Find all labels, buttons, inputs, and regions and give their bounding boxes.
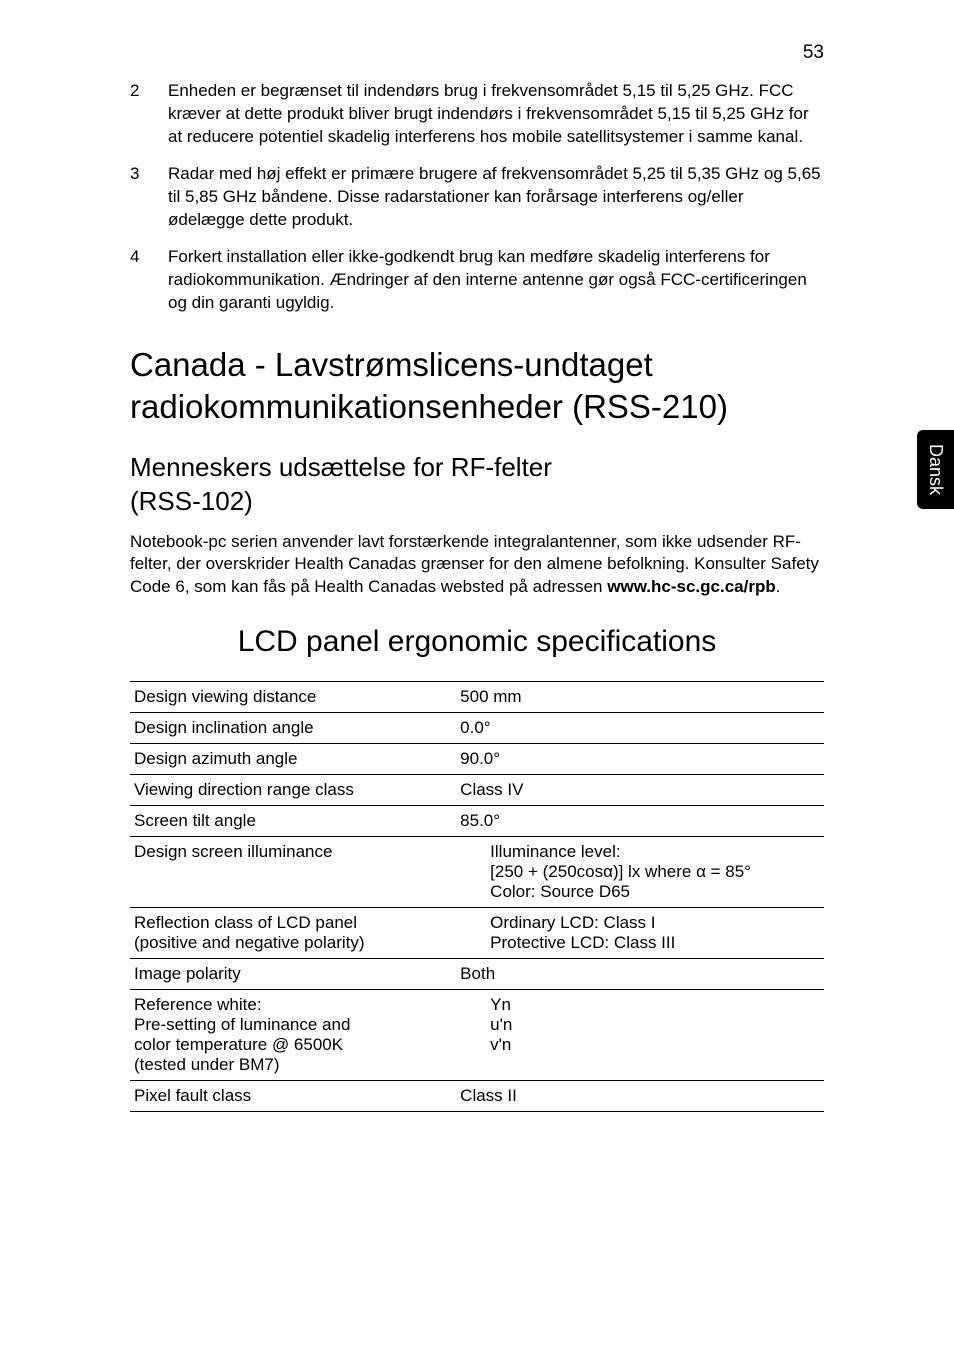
- table-row: Reference white: Pre-setting of luminanc…: [130, 990, 824, 1081]
- table-cell: Design inclination angle: [130, 713, 456, 744]
- table-cell: Illuminance level: [250 + (250cosα)] lx …: [456, 837, 824, 908]
- table-cell-line: Reference white:: [134, 995, 452, 1015]
- heading-2-line: (RSS-102): [130, 486, 253, 516]
- list-text: Enheden er begrænset til indendørs brug …: [168, 80, 824, 149]
- table-cell: Image polarity: [130, 959, 456, 990]
- table-row: Design azimuth angle 90.0°: [130, 744, 824, 775]
- table-cell: Viewing direction range class: [130, 775, 456, 806]
- table-cell: Class II: [456, 1081, 824, 1112]
- table-cell-line: u'n: [490, 1015, 820, 1035]
- table-row: Design screen illuminance Illuminance le…: [130, 837, 824, 908]
- table-row: Design inclination angle 0.0°: [130, 713, 824, 744]
- list-number: 3: [130, 163, 168, 232]
- table-cell-line: Protective LCD: Class III: [490, 933, 820, 953]
- table-cell: 85.0°: [456, 806, 824, 837]
- list-item: 3 Radar med høj effekt er primære bruger…: [130, 163, 824, 232]
- heading-1: Canada - Lavstrømslicens-undtaget radiok…: [130, 344, 824, 427]
- list-number: 4: [130, 246, 168, 315]
- paragraph-link-text: www.hc-sc.gc.ca/rpb: [607, 577, 775, 596]
- language-tab: Dansk: [917, 430, 954, 509]
- table-cell: Design azimuth angle: [130, 744, 456, 775]
- table-cell: Ordinary LCD: Class I Protective LCD: Cl…: [456, 908, 824, 959]
- table-cell: Reference white: Pre-setting of luminanc…: [130, 990, 456, 1081]
- table-cell: Reflection class of LCD panel (positive …: [130, 908, 456, 959]
- table-cell: 0.0°: [456, 713, 824, 744]
- table-cell-line: Illuminance level:: [490, 842, 820, 862]
- list-item: 2 Enheden er begrænset til indendørs bru…: [130, 80, 824, 149]
- list-text: Radar med høj effekt er primære brugere …: [168, 163, 824, 232]
- table-row: Screen tilt angle 85.0°: [130, 806, 824, 837]
- table-cell: Pixel fault class: [130, 1081, 456, 1112]
- list-item: 4 Forkert installation eller ikke-godken…: [130, 246, 824, 315]
- table-cell: Class IV: [456, 775, 824, 806]
- table-cell: Screen tilt angle: [130, 806, 456, 837]
- table-cell-line: color temperature @ 6500K: [134, 1035, 452, 1055]
- table-cell: Both: [456, 959, 824, 990]
- table-cell-line: Pre-setting of luminance and: [134, 1015, 452, 1035]
- table-cell-line: (tested under BM7): [134, 1055, 452, 1075]
- table-cell: Yn u'n v'n: [456, 990, 824, 1081]
- paragraph-text: .: [776, 577, 781, 596]
- table-cell-line: (positive and negative polarity): [134, 933, 452, 953]
- spec-table: Design viewing distance 500 mm Design in…: [130, 681, 824, 1112]
- heading-1-line: Canada - Lavstrømslicens-undtaget: [130, 346, 653, 383]
- table-cell-line: Ordinary LCD: Class I: [490, 913, 820, 933]
- table-cell-line: [250 + (250cosα)] lx where α = 85°: [490, 862, 820, 882]
- heading-3: LCD panel ergonomic specifications: [130, 625, 824, 659]
- page-number: 53: [803, 42, 824, 64]
- list-number: 2: [130, 80, 168, 149]
- list-text: Forkert installation eller ikke-godkendt…: [168, 246, 824, 315]
- table-cell-line: Color: Source D65: [490, 882, 820, 902]
- heading-2-line: Menneskers udsættelse for RF-felter: [130, 452, 552, 482]
- table-cell: Design viewing distance: [130, 682, 456, 713]
- heading-1-line: radiokommunikationsenheder (RSS-210): [130, 388, 728, 425]
- table-row: Design viewing distance 500 mm: [130, 682, 824, 713]
- table-cell-line: v'n: [490, 1035, 820, 1055]
- heading-2: Menneskers udsættelse for RF-felter (RSS…: [130, 451, 824, 519]
- numbered-list: 2 Enheden er begrænset til indendørs bru…: [130, 80, 824, 314]
- table-row: Viewing direction range class Class IV: [130, 775, 824, 806]
- body-paragraph: Notebook-pc serien anvender lavt forstær…: [130, 531, 824, 600]
- table-cell: Design screen illuminance: [130, 837, 456, 908]
- table-cell-line: Yn: [490, 995, 820, 1015]
- table-cell-line: Reflection class of LCD panel: [134, 913, 452, 933]
- table-cell: 500 mm: [456, 682, 824, 713]
- table-row: Image polarity Both: [130, 959, 824, 990]
- table-row: Reflection class of LCD panel (positive …: [130, 908, 824, 959]
- table-cell: 90.0°: [456, 744, 824, 775]
- table-row: Pixel fault class Class II: [130, 1081, 824, 1112]
